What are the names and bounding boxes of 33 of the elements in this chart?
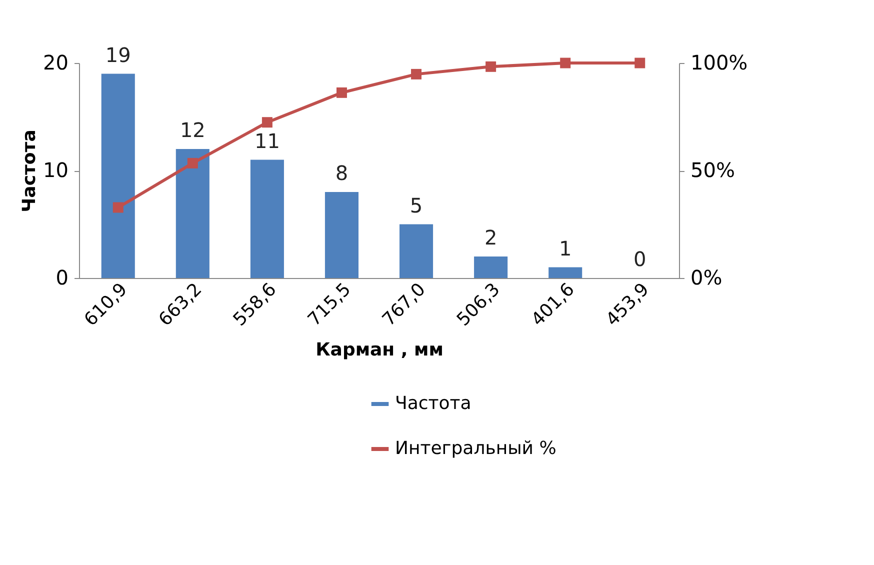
- point: [187, 158, 198, 168]
- data-label: 11: [254, 128, 280, 153]
- legend-label: Частота: [395, 393, 472, 414]
- bar: [548, 267, 582, 278]
- point: [112, 202, 124, 213]
- bar: [474, 256, 508, 278]
- bar: [250, 160, 284, 278]
- y-tick-label: 20: [43, 50, 68, 74]
- point: [262, 117, 272, 128]
- data-label: 12: [180, 118, 206, 142]
- data-label: 19: [105, 42, 131, 67]
- point: [560, 58, 571, 68]
- bar: [176, 149, 210, 278]
- data-label: 0: [634, 247, 646, 271]
- data-label: 8: [335, 161, 348, 185]
- y2-tick-label: 0%: [690, 266, 722, 290]
- y-axis-title: Частота: [19, 130, 40, 212]
- point: [411, 68, 422, 80]
- point: [634, 58, 646, 68]
- legend-label: Интегральный %: [395, 438, 556, 459]
- data-label: 5: [410, 193, 423, 218]
- data-label: 2: [484, 226, 498, 250]
- y2-tick-label: 50%: [690, 158, 735, 182]
- bar: [399, 224, 434, 278]
- y-tick-label: 0: [56, 266, 68, 290]
- point: [486, 61, 496, 72]
- point: [336, 87, 347, 98]
- bar: [101, 74, 135, 278]
- y-tick-label: 10: [43, 158, 68, 182]
- y2-tick-label: 100%: [690, 50, 748, 74]
- bar: [324, 192, 359, 278]
- x-axis-title: Карман , мм: [316, 340, 444, 361]
- data-label: 1: [558, 236, 572, 260]
